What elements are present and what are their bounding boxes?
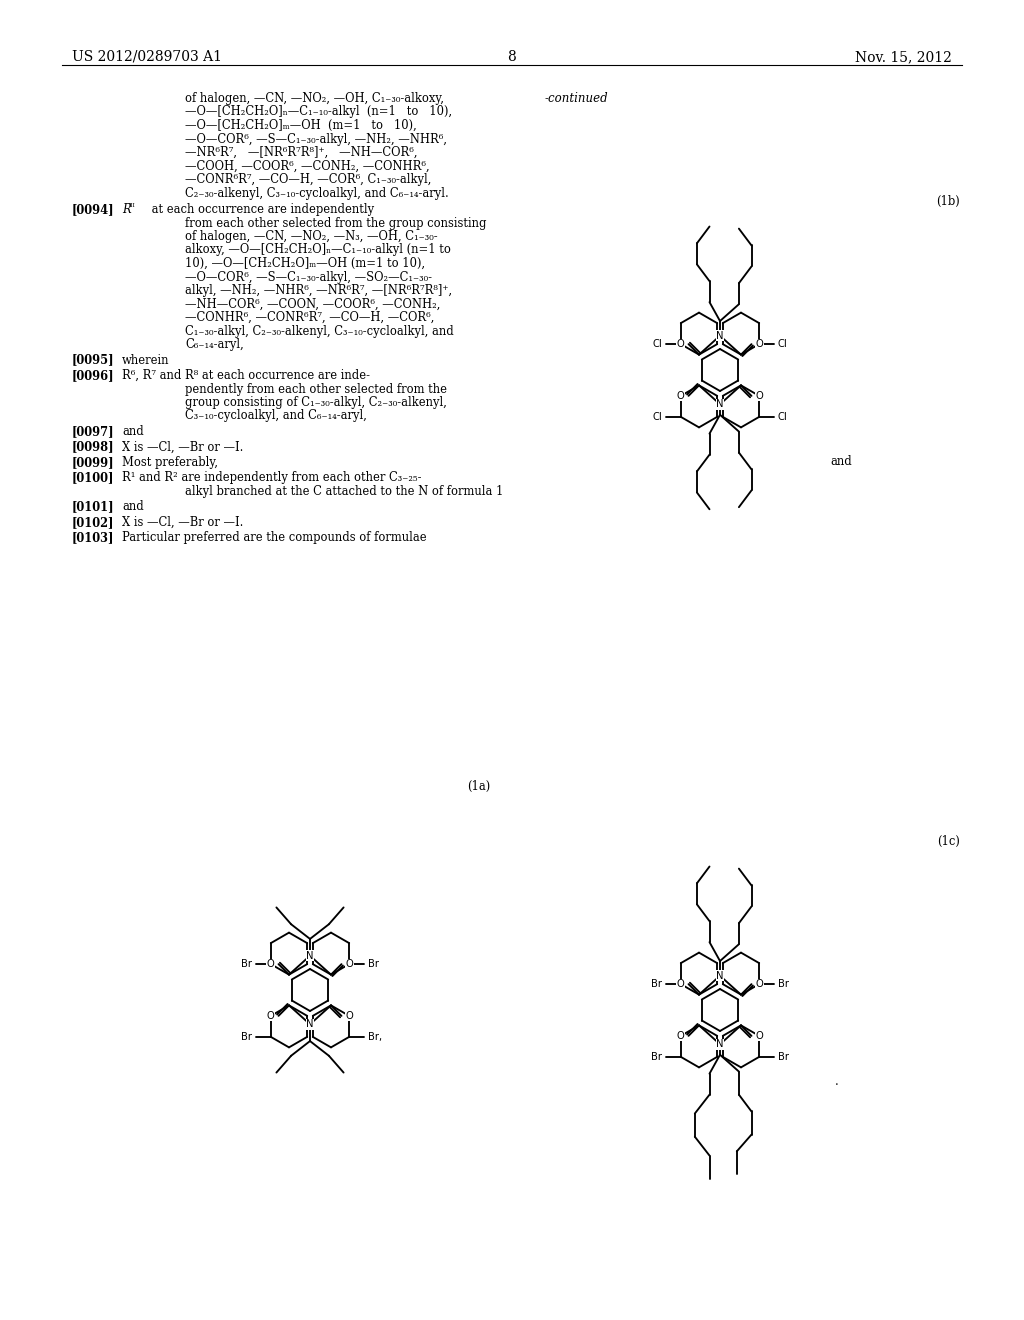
Text: —O—[CH₂CH₂O]ₙ—C₁₋₁₀-alkyl  (n=1   to   10),: —O—[CH₂CH₂O]ₙ—C₁₋₁₀-alkyl (n=1 to 10), — [185, 106, 453, 119]
Text: —CONHR⁶, —CONR⁶R⁷, —CO—H, —COR⁶,: —CONHR⁶, —CONR⁶R⁷, —CO—H, —COR⁶, — [185, 312, 434, 323]
Text: from each other selected from the group consisting: from each other selected from the group … — [185, 216, 486, 230]
Text: O: O — [677, 979, 684, 989]
Text: Br,: Br, — [368, 1032, 382, 1041]
Text: group consisting of C₁₋₃₀-alkyl, C₂₋₃₀-alkenyl,: group consisting of C₁₋₃₀-alkyl, C₂₋₃₀-a… — [185, 396, 446, 409]
Text: N: N — [716, 970, 724, 981]
Text: C₂₋₃₀-alkenyl, C₃₋₁₀-cycloalkyl, and C₆₋₁₄-aryl.: C₂₋₃₀-alkenyl, C₃₋₁₀-cycloalkyl, and C₆₋… — [185, 186, 449, 199]
Text: Cl: Cl — [652, 339, 663, 348]
Text: N: N — [716, 331, 724, 341]
Text: Particular preferred are the compounds of formulae: Particular preferred are the compounds o… — [122, 532, 427, 544]
Text: of halogen, —CN, —NO₂, —N₃, —OH, C₁₋₃₀-: of halogen, —CN, —NO₂, —N₃, —OH, C₁₋₃₀- — [185, 230, 437, 243]
Text: US 2012/0289703 A1: US 2012/0289703 A1 — [72, 50, 222, 63]
Text: Br: Br — [651, 979, 663, 989]
Text: C₁₋₃₀-alkyl, C₂₋₃₀-alkenyl, C₃₋₁₀-cycloalkyl, and: C₁₋₃₀-alkyl, C₂₋₃₀-alkenyl, C₃₋₁₀-cycloa… — [185, 325, 454, 338]
Text: 10), —O—[CH₂CH₂O]ₘ—OH (m=1 to 10),: 10), —O—[CH₂CH₂O]ₘ—OH (m=1 to 10), — [185, 257, 425, 271]
Text: O: O — [677, 339, 684, 348]
Text: pendently from each other selected from the: pendently from each other selected from … — [185, 383, 447, 396]
Text: —NH—COR⁶, —COON, —COOR⁶, —CONH₂,: —NH—COR⁶, —COON, —COOR⁶, —CONH₂, — [185, 297, 440, 310]
Text: 8: 8 — [508, 50, 516, 63]
Text: N: N — [716, 1039, 724, 1049]
Text: O: O — [266, 960, 274, 969]
Text: ᴵᴵᴵ: ᴵᴵᴵ — [129, 203, 136, 213]
Text: [0101]: [0101] — [72, 500, 115, 513]
Text: O: O — [677, 391, 684, 401]
Text: [0099]: [0099] — [72, 455, 115, 469]
Text: Br: Br — [778, 1052, 788, 1061]
Text: wherein: wherein — [122, 354, 170, 367]
Text: Cl: Cl — [652, 412, 663, 422]
Text: X is —Cl, —Br or —I.: X is —Cl, —Br or —I. — [122, 516, 244, 529]
Text: Br: Br — [241, 1032, 252, 1041]
Text: O: O — [677, 1031, 684, 1041]
Text: —COOH, —COOR⁶, —CONH₂, —CONHR⁶,: —COOH, —COOR⁶, —CONH₂, —CONHR⁶, — [185, 160, 430, 173]
Text: [0098]: [0098] — [72, 441, 115, 454]
Text: O: O — [266, 1011, 274, 1020]
Text: R: R — [122, 203, 131, 216]
Text: X is —Cl, —Br or —I.: X is —Cl, —Br or —I. — [122, 441, 244, 454]
Text: [0102]: [0102] — [72, 516, 115, 529]
Text: Br: Br — [368, 960, 379, 969]
Text: Nov. 15, 2012: Nov. 15, 2012 — [855, 50, 952, 63]
Text: [0095]: [0095] — [72, 354, 115, 367]
Text: alkoxy, —O—[CH₂CH₂O]ₙ—C₁₋₁₀-alkyl (n=1 to: alkoxy, —O—[CH₂CH₂O]ₙ—C₁₋₁₀-alkyl (n=1 t… — [185, 243, 451, 256]
Text: R⁶, R⁷ and R⁸ at each occurrence are inde-: R⁶, R⁷ and R⁸ at each occurrence are ind… — [122, 370, 370, 381]
Text: [0100]: [0100] — [72, 471, 115, 484]
Text: Most preferably,: Most preferably, — [122, 455, 218, 469]
Text: Br: Br — [241, 960, 252, 969]
Text: and: and — [122, 500, 143, 513]
Text: and: and — [830, 455, 852, 469]
Text: O: O — [756, 391, 763, 401]
Text: C₆₋₁₄-aryl,: C₆₋₁₄-aryl, — [185, 338, 244, 351]
Text: Br: Br — [651, 1052, 663, 1061]
Text: and: and — [122, 425, 143, 438]
Text: [0103]: [0103] — [72, 532, 115, 544]
Text: of halogen, —CN, —NO₂, —OH, C₁₋₃₀-alkoxy,: of halogen, —CN, —NO₂, —OH, C₁₋₃₀-alkoxy… — [185, 92, 444, 106]
Text: —NR⁶R⁷,   —[NR⁶R⁷R⁸]⁺,   —NH—COR⁶,: —NR⁶R⁷, —[NR⁶R⁷R⁸]⁺, —NH—COR⁶, — [185, 147, 418, 158]
Text: (1b): (1b) — [936, 195, 961, 209]
Text: .: . — [835, 1074, 839, 1088]
Text: Br: Br — [778, 979, 788, 989]
Text: (1a): (1a) — [467, 780, 490, 793]
Text: Cl: Cl — [778, 339, 787, 348]
Text: O: O — [345, 960, 353, 969]
Text: O: O — [345, 1011, 353, 1020]
Text: R¹ and R² are independently from each other C₃₋₂₅-: R¹ and R² are independently from each ot… — [122, 471, 422, 484]
Text: N: N — [306, 950, 313, 961]
Text: O: O — [756, 339, 763, 348]
Text: (1c): (1c) — [937, 836, 961, 847]
Text: C₃₋₁₀-cycloalkyl, and C₆₋₁₄-aryl,: C₃₋₁₀-cycloalkyl, and C₆₋₁₄-aryl, — [185, 409, 367, 422]
Text: [0097]: [0097] — [72, 425, 115, 438]
Text: N: N — [716, 399, 724, 409]
Text: alkyl, —NH₂, —NHR⁶, —NR⁶R⁷, —[NR⁶R⁷R⁸]⁺,: alkyl, —NH₂, —NHR⁶, —NR⁶R⁷, —[NR⁶R⁷R⁸]⁺, — [185, 284, 453, 297]
Text: O: O — [756, 979, 763, 989]
Text: N: N — [306, 1019, 313, 1030]
Text: -continued: -continued — [545, 92, 608, 106]
Text: —O—[CH₂CH₂O]ₘ—OH  (m=1   to   10),: —O—[CH₂CH₂O]ₘ—OH (m=1 to 10), — [185, 119, 417, 132]
Text: at each occurrence are independently: at each occurrence are independently — [148, 203, 374, 216]
Text: [0094]: [0094] — [72, 203, 115, 216]
Text: alkyl branched at the C attached to the N of formula 1: alkyl branched at the C attached to the … — [185, 484, 504, 498]
Text: —CONR⁶R⁷, —CO—H, —COR⁶, C₁₋₃₀-alkyl,: —CONR⁶R⁷, —CO—H, —COR⁶, C₁₋₃₀-alkyl, — [185, 173, 431, 186]
Text: —O—COR⁶, —S—C₁₋₃₀-alkyl, —SO₂—C₁₋₃₀-: —O—COR⁶, —S—C₁₋₃₀-alkyl, —SO₂—C₁₋₃₀- — [185, 271, 432, 284]
Text: [0096]: [0096] — [72, 370, 115, 381]
Text: Cl: Cl — [778, 412, 787, 422]
Text: —O—COR⁶, —S—C₁₋₃₀-alkyl, —NH₂, —NHR⁶,: —O—COR⁶, —S—C₁₋₃₀-alkyl, —NH₂, —NHR⁶, — [185, 132, 447, 145]
Text: O: O — [756, 1031, 763, 1041]
